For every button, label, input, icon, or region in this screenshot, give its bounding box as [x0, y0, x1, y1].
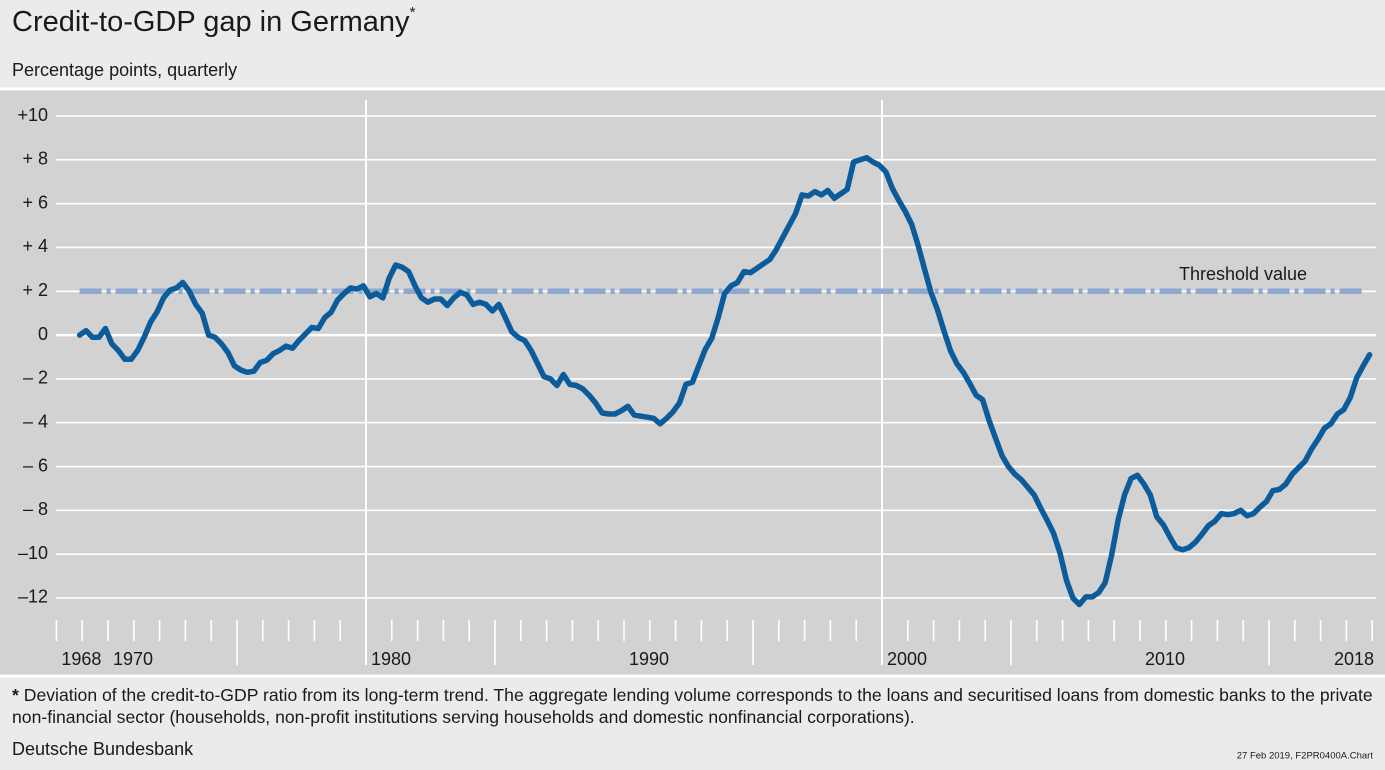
chart-title: Credit-to-GDP gap in Germany* [12, 4, 416, 38]
y-tick-label: + 6 [22, 192, 48, 212]
y-tick-label: 0 [38, 324, 48, 344]
x-tick-label: 1980 [371, 649, 411, 669]
x-tick-label: 1970 [113, 649, 153, 669]
footnote-mark: * [12, 685, 19, 705]
y-tick-label: +10 [17, 105, 48, 125]
subtitle: Percentage points, quarterly [12, 60, 237, 80]
y-tick-label: – 6 [23, 455, 48, 475]
y-tick-label: – 8 [23, 499, 48, 519]
title-mark: * [410, 4, 416, 21]
y-tick-label: + 8 [22, 149, 48, 169]
x-tick-label: 2000 [887, 649, 927, 669]
y-tick-label: –12 [18, 587, 48, 607]
y-tick-label: – 2 [23, 368, 48, 388]
x-tick-label: 2010 [1145, 649, 1185, 669]
y-tick-label: + 4 [22, 236, 48, 256]
y-tick-label: –10 [18, 543, 48, 563]
source: Deutsche Bundesbank [12, 739, 194, 759]
y-tick-label: – 4 [23, 411, 48, 431]
data-line [76, 154, 1373, 608]
footnote-text: Deviation of the credit-to-GDP ratio fro… [12, 685, 1373, 727]
y-tick-label: + 2 [22, 280, 48, 300]
x-tick-label: 2018 [1334, 649, 1374, 669]
x-tick-label: 1968 [61, 649, 101, 669]
x-tick-label: 1990 [629, 649, 669, 669]
stamp: 27 Feb 2019, F2PR0400A.Chart [1237, 751, 1374, 762]
title-text: Credit-to-GDP gap in Germany [12, 6, 410, 38]
footnote: * Deviation of the credit-to-GDP ratio f… [12, 684, 1374, 728]
annotation: Threshold value [1179, 264, 1307, 284]
